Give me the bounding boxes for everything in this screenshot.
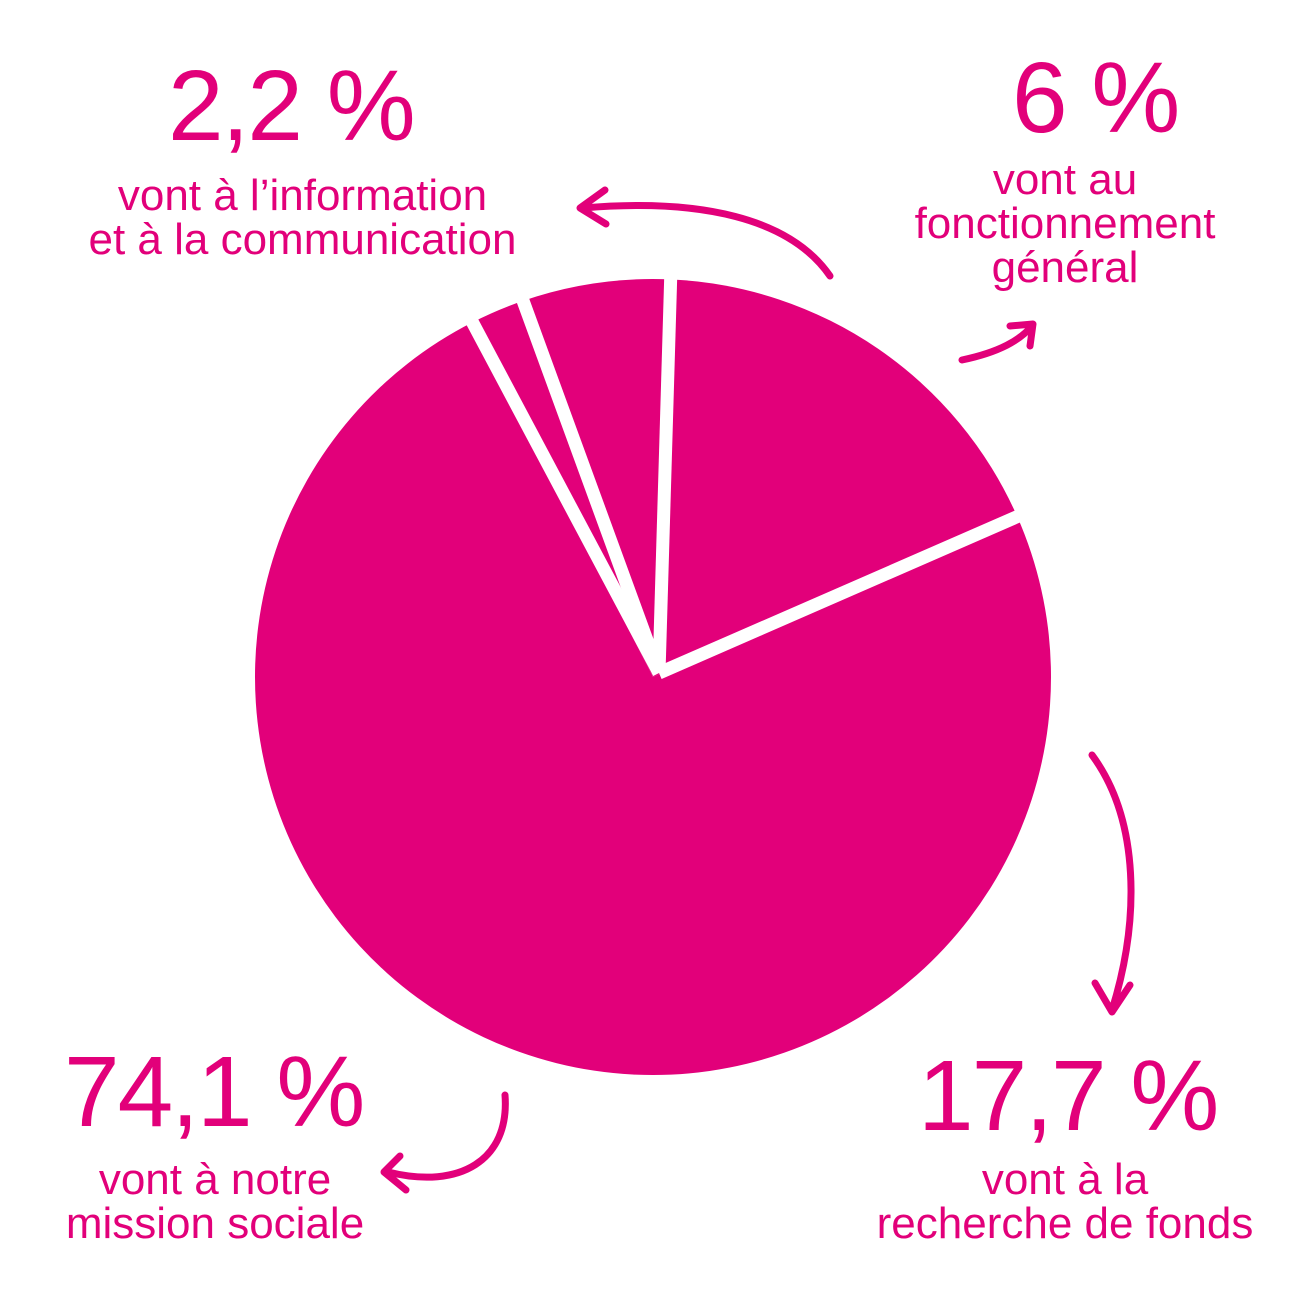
slice-separator — [513, 289, 666, 676]
value-label-mission: 74,1 % — [64, 1036, 365, 1148]
pie-separators — [462, 269, 1030, 679]
value-label-fonctionnement: 6 % — [1012, 42, 1180, 154]
arrow-communication-icon — [576, 186, 834, 280]
pie-slice-mission — [254, 322, 1051, 1075]
description-fonctionnement: vont au fonctionnement général — [880, 158, 1250, 290]
description-communication-line-1: vont à l’information — [117, 171, 488, 220]
description-fonctionnement-line-3: général — [991, 243, 1139, 292]
description-recherche: vont à la recherche de fonds — [850, 1158, 1280, 1246]
description-recherche-line-2: recherche de fonds — [876, 1199, 1254, 1248]
slice-separator — [462, 310, 665, 677]
slice-separator — [652, 269, 678, 674]
description-communication-line-2: et à la communication — [88, 215, 517, 264]
description-communication: vont à l’information et à la communicati… — [55, 174, 550, 262]
description-mission-line-2: mission sociale — [65, 1199, 365, 1248]
pie-slice-recherche — [653, 279, 1018, 677]
description-mission: vont à notre mission sociale — [45, 1158, 385, 1246]
pointer-arrows — [380, 186, 1135, 1194]
arrow-recherche-icon — [1088, 751, 1135, 1016]
value-label-communication: 2,2 % — [168, 50, 416, 162]
slice-separator — [656, 506, 1030, 679]
description-fonctionnement-line-2: fonctionnement — [914, 199, 1216, 248]
description-mission-line-1: vont à notre — [98, 1155, 332, 1204]
arrow-mission-icon — [380, 1091, 509, 1194]
description-fonctionnement-line-1: vont au — [992, 155, 1138, 204]
description-recherche-line-1: vont à la — [981, 1155, 1149, 1204]
pie-slice-fonctionnement — [522, 279, 671, 677]
value-label-recherche: 17,7 % — [918, 1040, 1219, 1152]
arrow-fonctionnement-icon — [958, 320, 1037, 364]
pie-slices — [254, 279, 1051, 1075]
